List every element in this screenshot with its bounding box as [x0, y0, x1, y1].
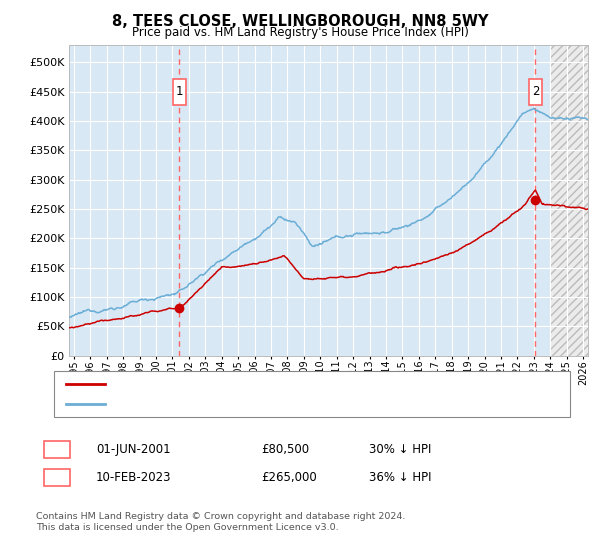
Text: Contains HM Land Registry data © Crown copyright and database right 2024.
This d: Contains HM Land Registry data © Crown c…	[36, 512, 406, 532]
Text: £265,000: £265,000	[261, 470, 317, 484]
Bar	[550, 45, 588, 356]
Text: 8, TEES CLOSE, WELLINGBOROUGH, NN8 5WY: 8, TEES CLOSE, WELLINGBOROUGH, NN8 5WY	[112, 14, 488, 29]
Text: 8, TEES CLOSE, WELLINGBOROUGH, NN8 5WY (detached house): 8, TEES CLOSE, WELLINGBOROUGH, NN8 5WY (…	[114, 379, 466, 389]
FancyBboxPatch shape	[173, 79, 185, 105]
Text: 1: 1	[176, 85, 183, 98]
Text: 01-JUN-2001: 01-JUN-2001	[96, 442, 170, 456]
Text: 2: 2	[532, 85, 539, 98]
Text: 36% ↓ HPI: 36% ↓ HPI	[369, 470, 431, 484]
Text: 10-FEB-2023: 10-FEB-2023	[96, 470, 172, 484]
Text: 30% ↓ HPI: 30% ↓ HPI	[369, 442, 431, 456]
Text: Price paid vs. HM Land Registry's House Price Index (HPI): Price paid vs. HM Land Registry's House …	[131, 26, 469, 39]
Text: 1: 1	[53, 442, 61, 456]
Text: HPI: Average price, detached house, North Northamptonshire: HPI: Average price, detached house, Nort…	[114, 399, 450, 409]
FancyBboxPatch shape	[529, 79, 542, 105]
Text: 2: 2	[53, 470, 61, 484]
Text: £80,500: £80,500	[261, 442, 309, 456]
